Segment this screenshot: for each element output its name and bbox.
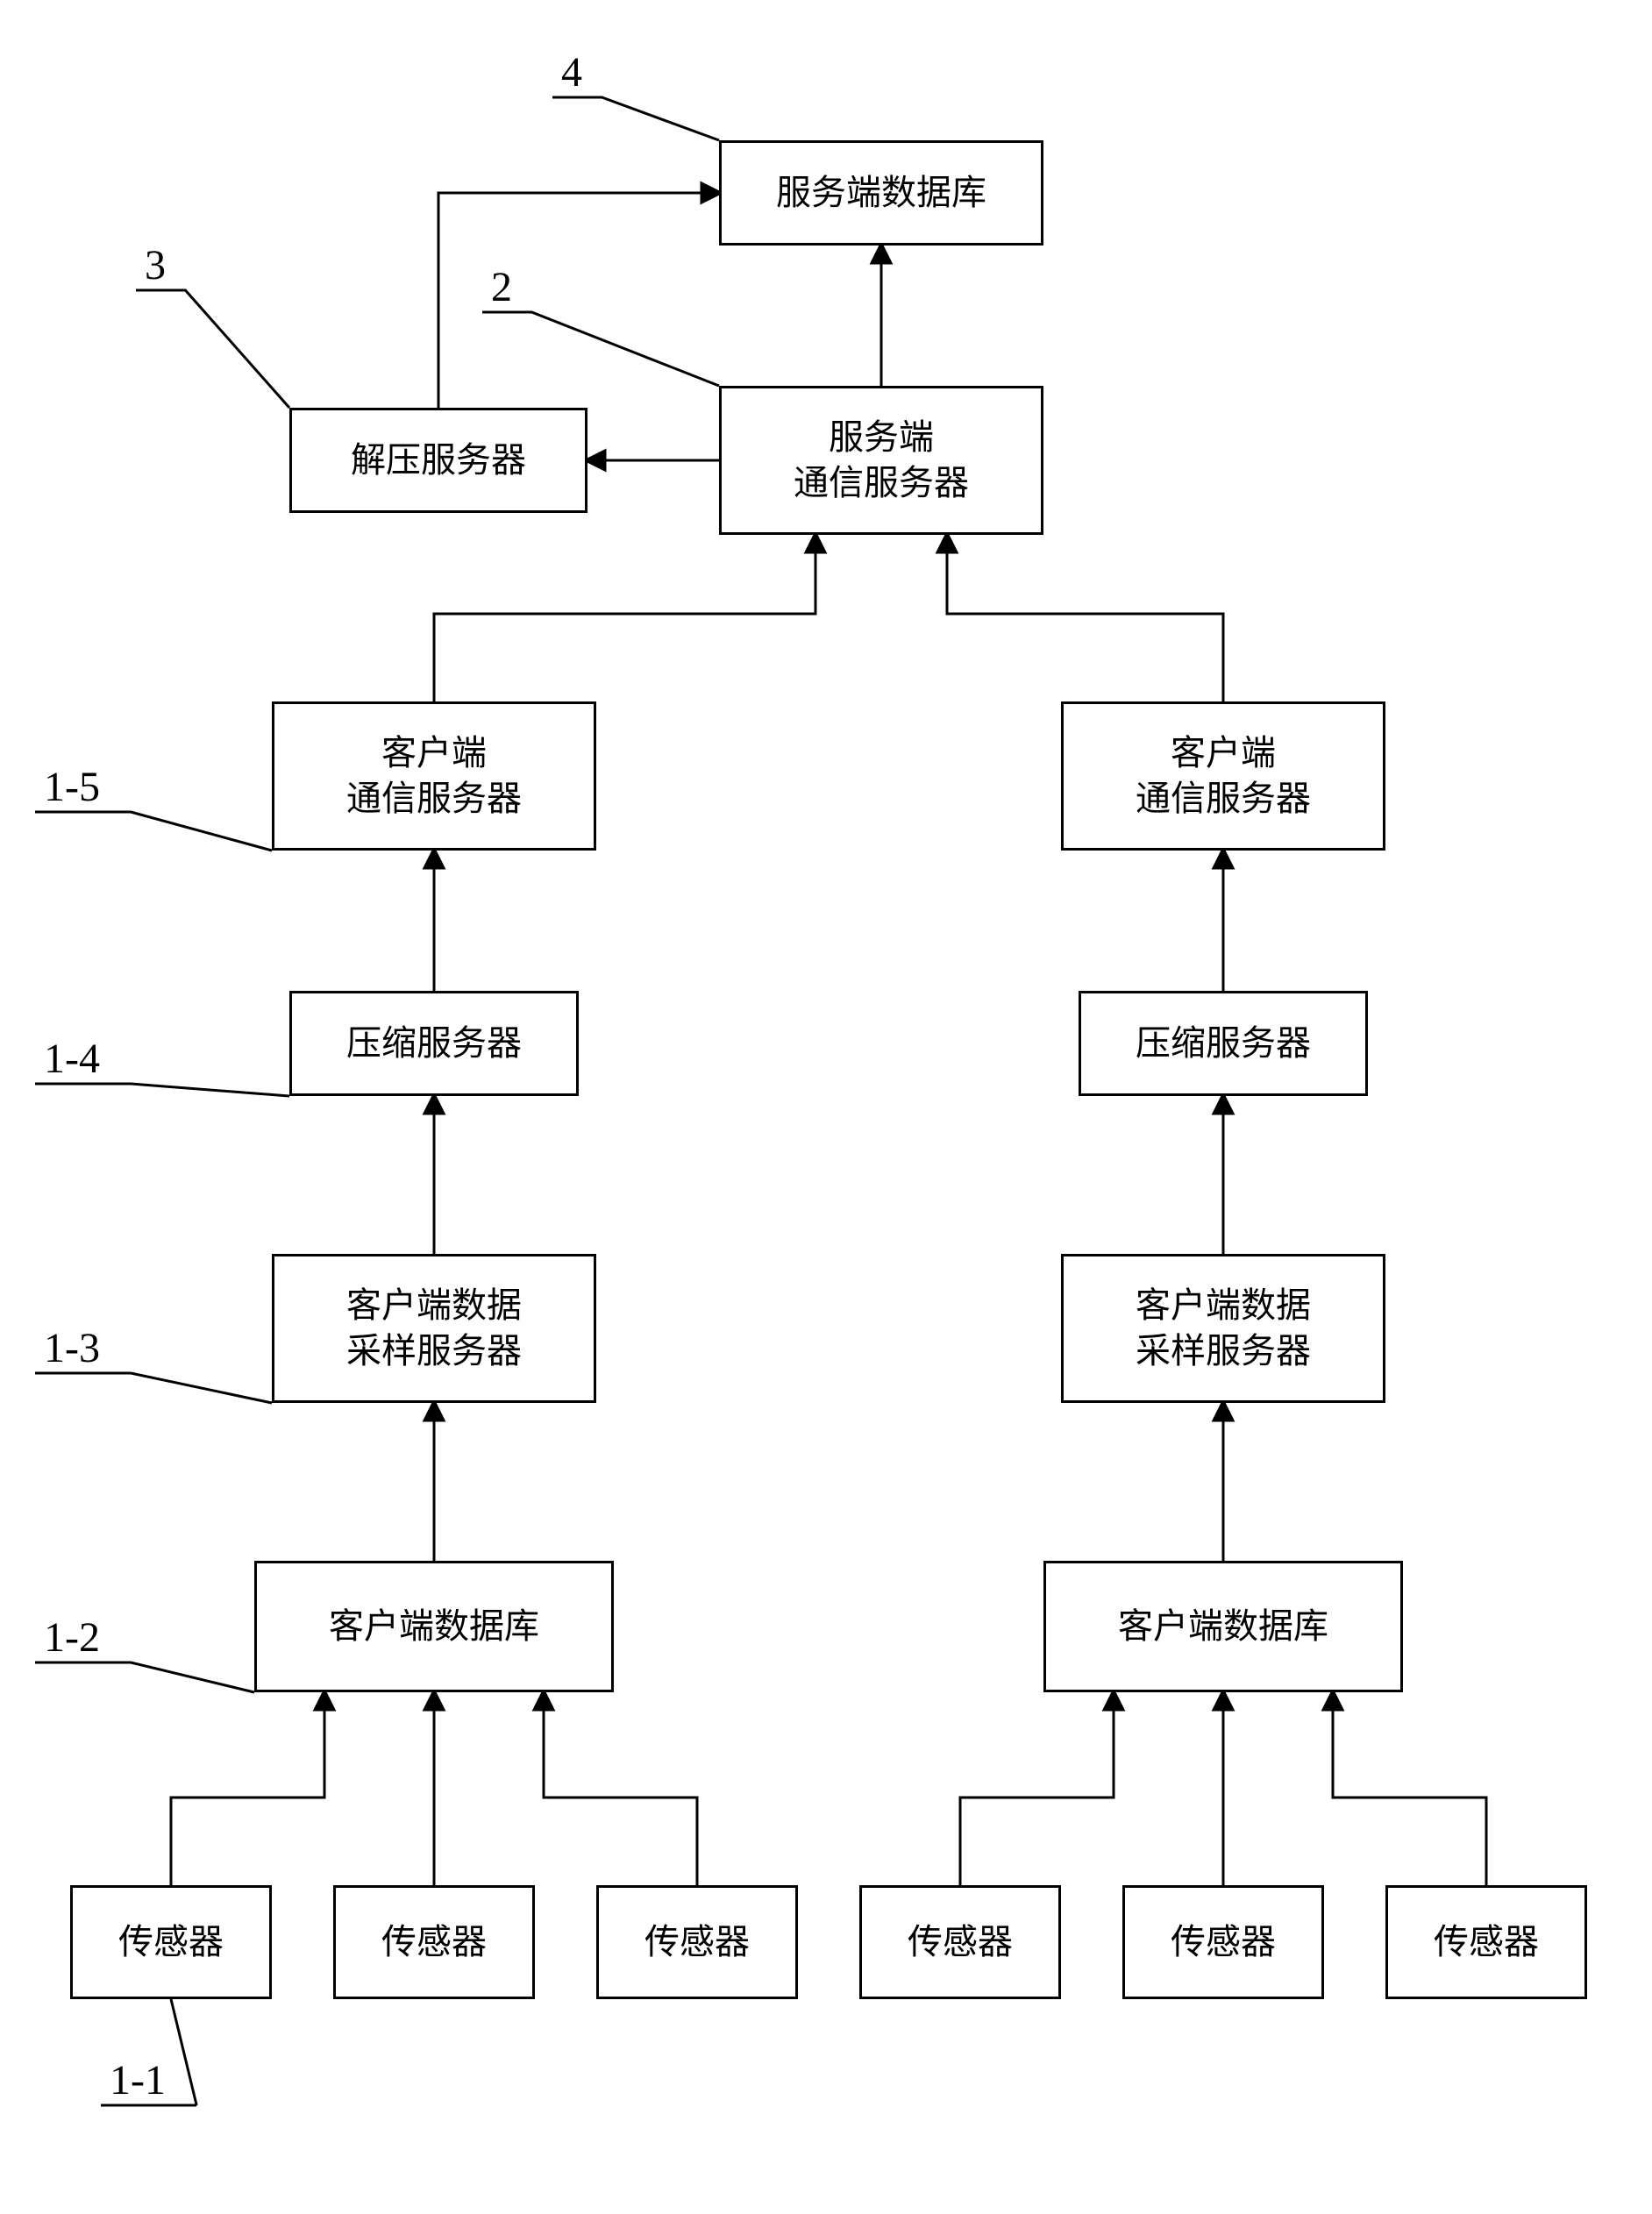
callout-text: 2 <box>491 264 512 310</box>
callout-text: 4 <box>561 49 582 96</box>
node-label: 客户端 通信服务器 <box>346 730 522 822</box>
node-label: 解压服务器 <box>351 438 526 483</box>
node-label: 客户端数据 采样服务器 <box>346 1283 522 1374</box>
callout-c1_3: 1-3 <box>44 1324 100 1372</box>
node-cr4: 压缩服务器 <box>1079 991 1368 1096</box>
node-label: 客户端数据 采样服务器 <box>1136 1283 1311 1374</box>
node-sl3: 传感器 <box>596 1885 798 1999</box>
callout-c4: 4 <box>561 48 582 96</box>
node-label: 客户端 通信服务器 <box>1136 730 1311 822</box>
node-n4: 服务端数据库 <box>719 140 1043 246</box>
callout-c1_2: 1-2 <box>44 1613 100 1662</box>
node-label: 客户端数据库 <box>329 1604 539 1649</box>
node-cl4: 压缩服务器 <box>289 991 579 1096</box>
callout-c2: 2 <box>491 263 512 311</box>
node-sr1: 传感器 <box>859 1885 1061 1999</box>
node-label: 压缩服务器 <box>346 1021 522 1066</box>
callout-c3: 3 <box>145 241 166 289</box>
edges-layer <box>0 0 1652 2214</box>
callout-c1_4: 1-4 <box>44 1035 100 1083</box>
node-label: 传感器 <box>1171 1919 1276 1965</box>
node-label: 传感器 <box>644 1919 750 1965</box>
callout-c1_1: 1-1 <box>110 2056 166 2104</box>
node-cl3: 客户端数据 采样服务器 <box>272 1254 596 1403</box>
node-n2: 服务端 通信服务器 <box>719 386 1043 535</box>
node-sr2: 传感器 <box>1122 1885 1324 1999</box>
node-cr5: 客户端 通信服务器 <box>1061 701 1385 851</box>
node-sr3: 传感器 <box>1385 1885 1587 1999</box>
node-cr2: 客户端数据库 <box>1043 1561 1403 1692</box>
node-label: 压缩服务器 <box>1136 1021 1311 1066</box>
callout-text: 3 <box>145 242 166 288</box>
callout-text: 1-3 <box>44 1325 100 1371</box>
diagram-canvas: 服务端数据库服务端 通信服务器 解压服务器客户端 通信服务器 客户端 通信服务器压缩… <box>0 0 1652 2214</box>
callout-text: 1-1 <box>110 2057 166 2104</box>
node-sl1: 传感器 <box>70 1885 272 1999</box>
node-label: 传感器 <box>908 1919 1013 1965</box>
callout-text: 1-5 <box>44 764 100 810</box>
callout-text: 1-2 <box>44 1614 100 1661</box>
node-sl2: 传感器 <box>333 1885 535 1999</box>
node-cl2: 客户端数据库 <box>254 1561 614 1692</box>
node-label: 传感器 <box>118 1919 224 1965</box>
node-label: 客户端数据库 <box>1118 1604 1328 1649</box>
node-label: 传感器 <box>381 1919 487 1965</box>
node-label: 服务端数据库 <box>776 170 986 216</box>
node-n3: 解压服务器 <box>289 408 587 513</box>
callout-c1_5: 1-5 <box>44 763 100 811</box>
node-cl5: 客户端 通信服务器 <box>272 701 596 851</box>
node-label: 传感器 <box>1434 1919 1539 1965</box>
callout-text: 1-4 <box>44 1036 100 1082</box>
node-label: 服务端 通信服务器 <box>794 415 969 506</box>
node-cr3: 客户端数据 采样服务器 <box>1061 1254 1385 1403</box>
